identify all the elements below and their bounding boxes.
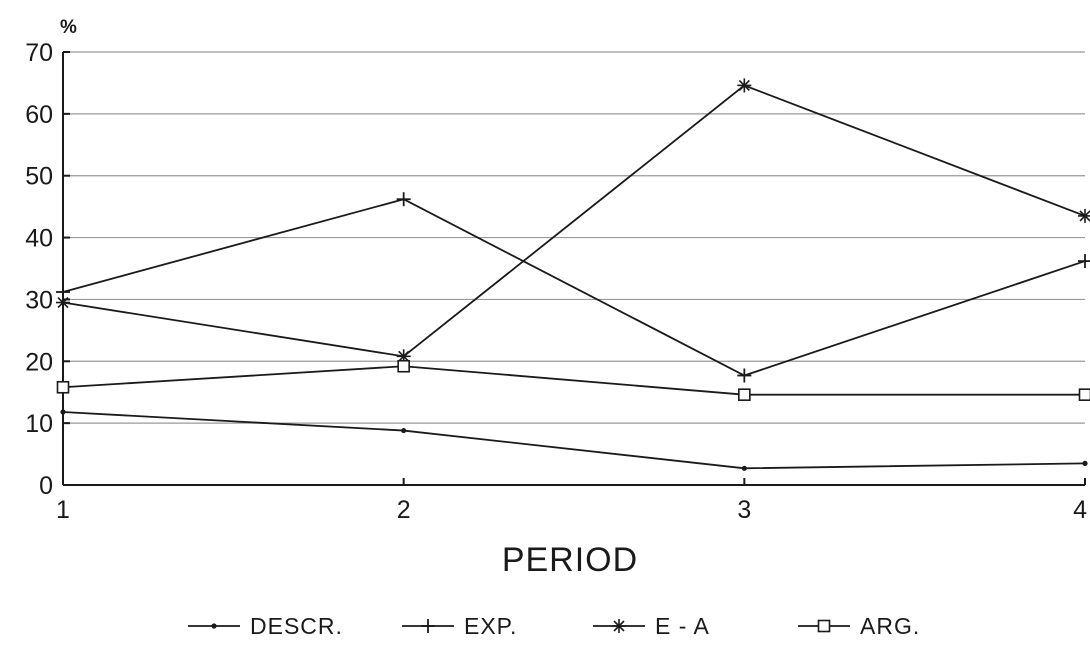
x-tick-label: 1	[56, 496, 70, 524]
series-line	[62, 365, 1085, 396]
grid-layer	[63, 51, 1085, 424]
legend-label: ARG.	[860, 613, 920, 639]
data-point	[738, 388, 751, 401]
legend-item: EXP.	[402, 613, 517, 639]
data-point	[737, 368, 752, 383]
legend-label: E - A	[655, 613, 710, 639]
legend: DESCR. EXP. E - A ARG.	[188, 613, 920, 639]
data-point	[56, 380, 70, 394]
data-point	[396, 192, 411, 207]
x-axis-title: PERIOD	[502, 541, 638, 579]
data-point	[741, 465, 747, 471]
data-point	[737, 78, 752, 93]
series-line	[62, 198, 1086, 377]
legend-item: ARG.	[798, 613, 920, 639]
legend-label: DESCR.	[250, 613, 343, 639]
legend-label: EXP.	[464, 613, 517, 639]
y-tick-label: 20	[25, 348, 53, 376]
data-point	[397, 359, 410, 373]
series-square	[56, 359, 1090, 401]
data-point	[401, 427, 407, 434]
y-tick-label: 60	[25, 101, 53, 129]
y-tick-label: 40	[25, 225, 53, 253]
y-tick-label: 50	[25, 163, 53, 191]
data-point	[60, 409, 66, 415]
data-point	[1082, 460, 1088, 466]
legend-marker	[211, 623, 217, 629]
data-point	[1078, 254, 1090, 269]
axis-layer: % PERIOD	[60, 17, 1085, 579]
data-point	[1078, 388, 1090, 401]
series-plus	[56, 192, 1090, 383]
data-point	[56, 295, 70, 310]
y-tick-label: 30	[25, 286, 53, 314]
legend-item: DESCR.	[188, 613, 343, 639]
x-tick-layer: 1 2 3 4	[56, 478, 1087, 524]
y-tick-label: 0	[39, 472, 53, 500]
x-tick-label: 2	[397, 496, 411, 524]
data-point	[1078, 208, 1090, 223]
x-tick-label: 4	[1073, 496, 1087, 524]
y-unit-label: %	[60, 17, 77, 38]
y-tick-label: 10	[25, 410, 53, 438]
legend-marker	[421, 619, 435, 633]
series-layer	[56, 78, 1090, 471]
series-line	[62, 84, 1086, 358]
series-dot	[60, 409, 1088, 471]
x-tick-label: 3	[737, 496, 751, 524]
series-asterisk	[56, 78, 1090, 364]
legend-marker	[612, 619, 626, 633]
y-tick-layer: 0 10 20 30 40 50 60 70	[25, 39, 70, 500]
series-line	[62, 411, 1086, 470]
y-tick-label: 70	[25, 39, 53, 67]
legend-marker	[817, 619, 831, 633]
legend-item: E - A	[593, 613, 710, 639]
